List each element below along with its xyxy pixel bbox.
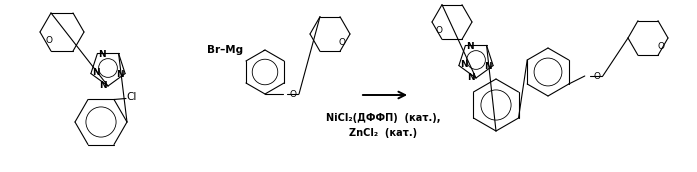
Text: O: O: [593, 72, 600, 80]
Text: O: O: [339, 37, 346, 46]
Text: N: N: [467, 73, 475, 82]
Text: ZnCl₂  (каτ.): ZnCl₂ (каτ.): [349, 128, 417, 138]
Text: N: N: [484, 62, 492, 71]
Text: N: N: [99, 80, 107, 89]
Text: O: O: [45, 35, 52, 45]
Text: N: N: [92, 68, 100, 77]
Text: NiCl₂(ДФФП)  (каτ.),: NiCl₂(ДФФП) (каτ.),: [325, 113, 441, 123]
Text: O: O: [436, 25, 443, 35]
Text: Br–Mg: Br–Mg: [207, 45, 243, 55]
Text: N: N: [466, 42, 474, 51]
Text: N: N: [98, 50, 106, 59]
Text: N: N: [116, 70, 124, 79]
Text: Cl: Cl: [127, 93, 137, 103]
Text: O: O: [289, 89, 296, 99]
Text: N: N: [460, 60, 468, 69]
Text: O: O: [657, 41, 664, 51]
